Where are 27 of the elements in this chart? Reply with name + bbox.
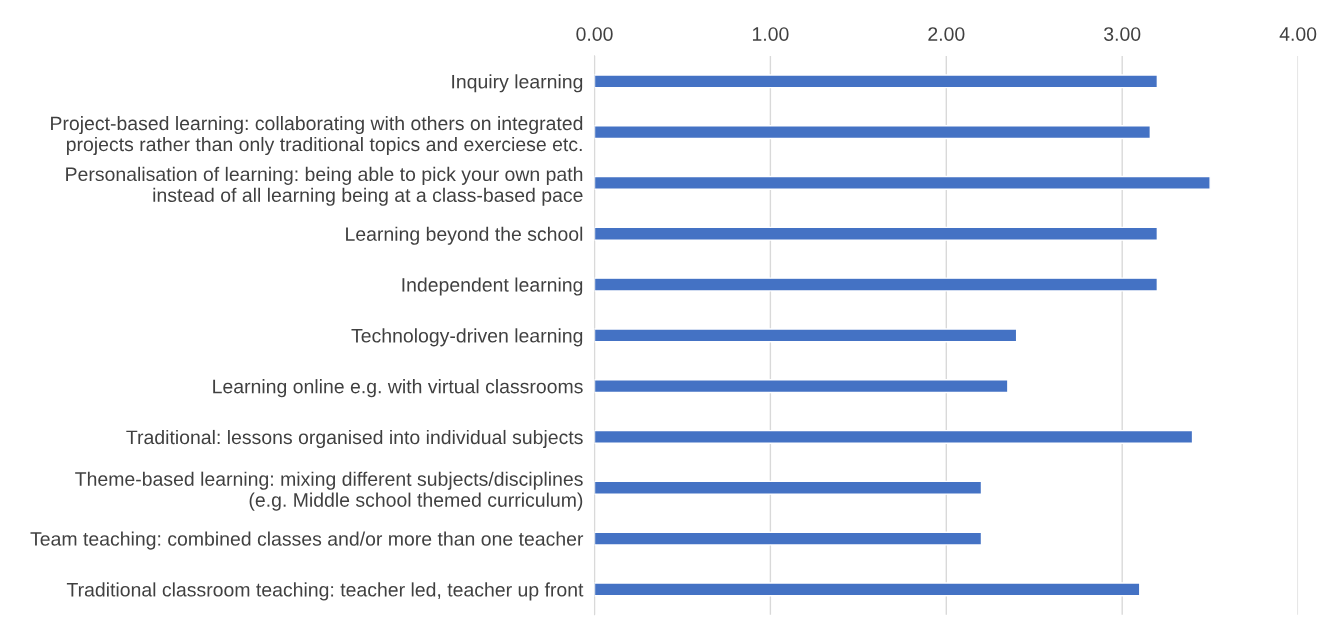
x-tick-label: 0.00 bbox=[576, 27, 613, 41]
y-tick-label: Theme-based learning: mixing different subjects/disciplines (e.g. Middle school themed curriculum) bbox=[75, 471, 583, 511]
bar bbox=[594, 74, 1159, 89]
bar bbox=[594, 379, 1009, 394]
y-tick-label: Team teaching: combined classes and/or more than one teacher bbox=[30, 531, 584, 550]
y-tick-label: Traditional: lessons organised into individual subjects bbox=[126, 429, 583, 449]
y-tick-label: Technology-driven learning bbox=[351, 328, 583, 347]
y-tick-label: Learning online e.g. with virtual classrooms bbox=[213, 379, 583, 398]
bar bbox=[594, 480, 983, 495]
bar bbox=[594, 125, 1152, 140]
bar bbox=[594, 277, 1159, 292]
y-tick-label: Personalisation of learning: being able to pick your own path instead of all learning being at a class-based pace bbox=[66, 166, 583, 206]
y-tick-label: Independent learning bbox=[402, 277, 583, 296]
bar bbox=[594, 429, 1194, 445]
bar bbox=[594, 175, 1211, 190]
bar bbox=[594, 582, 1141, 597]
x-tick-label: 2.00 bbox=[928, 27, 965, 41]
y-tick-label: Project-based learning: collaborating with others on integrated projects rather than only traditional topics and exerciese etc. bbox=[51, 116, 583, 156]
bar bbox=[594, 226, 1159, 241]
x-tick-label: 3.00 bbox=[1104, 27, 1141, 41]
y-tick-label: Learning beyond the school bbox=[346, 226, 583, 245]
bar bbox=[594, 531, 983, 546]
x-tick-label: 4.00 bbox=[1279, 27, 1317, 41]
x-tick-label: 1.00 bbox=[752, 27, 789, 41]
y-tick-label: Inquiry learning bbox=[452, 74, 583, 93]
bar bbox=[594, 328, 1018, 343]
y-tick-label: Traditional classroom teaching: teacher led, teacher up front bbox=[66, 582, 584, 601]
